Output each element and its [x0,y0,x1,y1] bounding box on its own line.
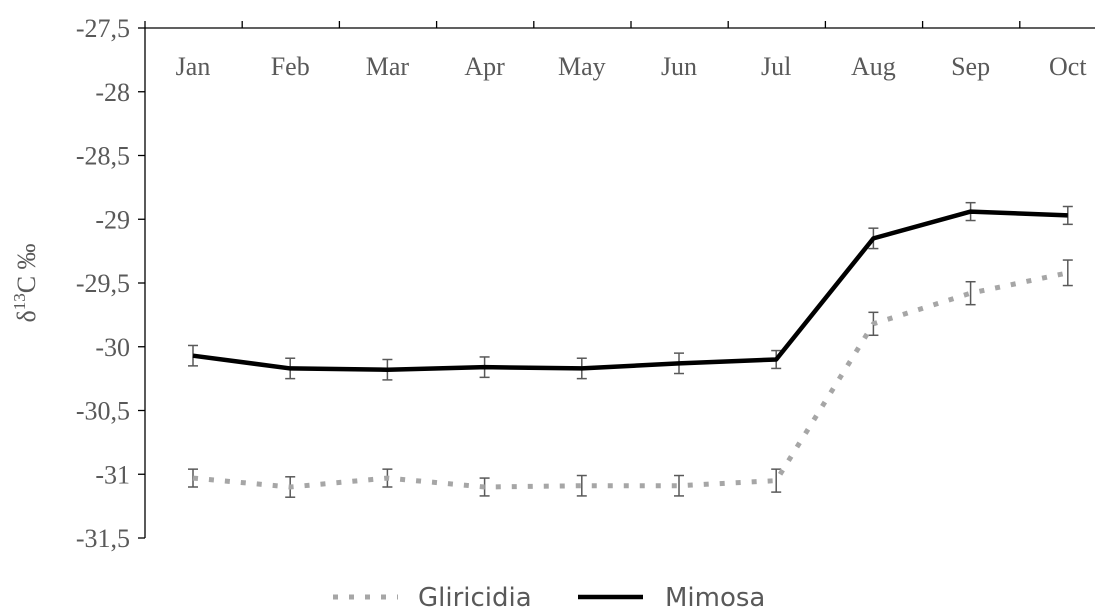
legend-label: Mimosa [665,583,765,609]
series-line-mimosa [192,209,1068,372]
x-tick-label: Jan [176,52,211,81]
y-tick-label: -30 [95,333,130,362]
legend: Gliricidia Mimosa [333,583,765,609]
x-tick-label: Oct [1049,52,1087,81]
y-tick-label: -27,5 [76,14,130,43]
x-axis: Jan Feb Mar Apr May Jun Jul Aug Sep Oct [144,21,1095,81]
x-tick-label: Jul [761,52,791,81]
error-bars [188,201,1073,498]
y-tick-label: -30,5 [76,397,130,426]
x-tick-label: Aug [851,52,896,81]
x-tick-label: Jun [661,52,697,81]
x-tick-label: Apr [464,52,505,81]
y-tick-label: -28 [95,78,130,107]
error-bar [771,468,782,493]
y-axis: -27,5 -28 -28,5 -29 -29,5 -30 -30,5 -31 -31,5 [76,14,146,553]
y-tick-label: -28,5 [76,142,130,171]
legend-label: Gliricidia [418,583,532,609]
error-bar [674,474,684,497]
y-tick-label: -31,5 [76,524,130,553]
legend-item-gliricidia: Gliricidia [333,583,532,609]
error-bar [576,474,587,497]
error-bar [1062,259,1073,287]
y-tick-label: -29 [95,205,130,234]
error-bar [965,280,976,306]
y-tick-label: -31 [95,460,130,489]
y-tick-label: -29,5 [76,269,130,298]
series-lines [192,209,1069,490]
x-tick-label: Mar [366,52,410,81]
x-tick-label: Sep [951,52,990,81]
series-line-gliricidia [192,270,1069,490]
x-tick-label: Feb [271,52,310,81]
y-axis-label: δ13C ‰ [10,243,41,322]
legend-item-mimosa: Mimosa [578,583,765,609]
x-tick-label: May [558,52,606,81]
